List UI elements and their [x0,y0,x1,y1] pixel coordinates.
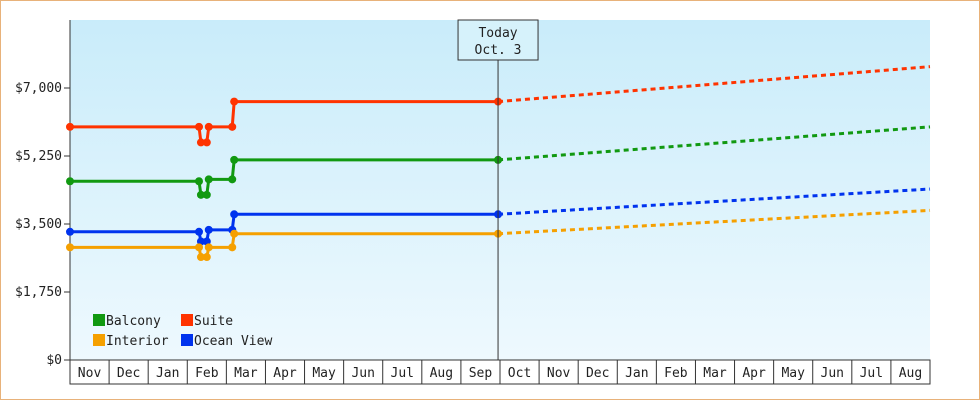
series-layer [66,65,931,262]
x-tick-label: May [312,366,336,381]
data-point [195,177,203,186]
data-point [202,253,211,262]
x-tick-label: Jul [391,366,414,381]
data-point [196,253,205,262]
data-point [196,138,205,147]
x-tick-label: Oct [508,366,531,381]
legend: Balcony Suite Interior Ocean View [93,314,272,349]
x-tick-label: Dec [117,366,140,381]
data-point [195,122,203,131]
data-point [66,243,74,252]
plot-background [70,20,930,360]
legend-swatch [181,314,193,326]
data-point [202,190,211,199]
legend-item-interior: Interior [93,334,169,349]
x-tick-label: Apr [742,366,766,381]
data-point [230,155,239,164]
data-point [228,122,237,131]
legend-item-ocean-view: Ocean View [181,334,272,349]
legend-swatch [93,314,105,326]
data-point [230,210,239,219]
series-forecast-line [497,187,931,216]
x-tick-label: Jun [351,366,374,381]
today-label: Today [478,26,517,41]
legend-label: Ocean View [194,334,272,349]
data-point [196,190,205,199]
data-point [66,227,74,236]
data-point [228,175,237,184]
x-tick-label: Mar [703,366,727,381]
data-point [195,227,203,236]
series-forecast-line [497,208,931,236]
y-tick-label: $5,250 [15,149,62,164]
today-box [457,19,539,61]
x-tick-label: Jan [156,366,179,381]
data-point [204,122,213,131]
y-tick-label: $7,000 [15,81,62,96]
data-point [230,229,239,238]
data-point [66,122,74,131]
series-suite [66,65,931,147]
legend-item-balcony: Balcony [93,314,161,329]
series-balcony [66,125,931,199]
x-tick-label: Feb [664,366,688,381]
series-interior [66,208,931,262]
data-point [195,243,203,252]
legend-label: Balcony [106,314,161,329]
x-tick-label: Feb [195,366,219,381]
data-point [204,243,213,252]
x-tick-label: Jan [625,366,648,381]
series-forecast-line [497,65,931,104]
x-tick-label: Nov [547,366,571,381]
data-point [228,243,237,252]
x-tick-label: Aug [899,366,922,381]
x-axis: Nov Dec Jan Feb Mar Apr May Jun Jul Aug Sep Oct Nov D… [69,359,931,385]
legend-label: Interior [106,334,169,349]
y-axis: $0 $1,750 $3,500 $5,250 $7,000 [15,20,71,368]
today-marker: Today Oct. 3 [457,19,539,360]
x-tick-label: Sep [469,366,493,381]
x-tick-label: Nov [78,366,102,381]
data-point [204,175,213,184]
legend-label: Suite [194,314,233,329]
x-tick-label: Mar [234,366,258,381]
today-date: Oct. 3 [475,43,522,58]
y-tick-label: $0 [46,353,62,368]
x-tick-label: May [781,366,805,381]
x-tick-label: Aug [430,366,453,381]
series-ocean-view [66,187,931,246]
y-tick-label: $3,500 [15,217,62,232]
x-tick-label: Jun [821,366,844,381]
x-tick-label: Jul [860,366,883,381]
legend-item-suite: Suite [181,314,233,329]
data-point [230,97,239,106]
x-tick-label: Apr [273,366,297,381]
y-tick-label: $1,750 [15,285,62,300]
x-tick-label: Dec [586,366,609,381]
legend-swatch [181,334,193,346]
data-point [204,225,213,234]
data-point [66,177,74,186]
data-point [202,138,211,147]
legend-swatch [93,334,105,346]
series-forecast-line [497,125,931,162]
